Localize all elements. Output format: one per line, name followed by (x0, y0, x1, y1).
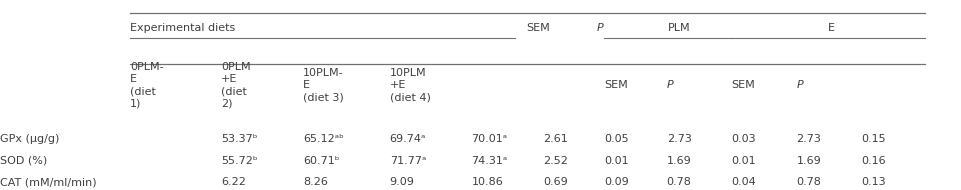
Text: 2.52: 2.52 (543, 156, 568, 165)
Text: 55.72ᵇ: 55.72ᵇ (221, 156, 258, 165)
Text: Experimental diets: Experimental diets (130, 23, 234, 32)
Text: 10.86: 10.86 (471, 177, 503, 187)
Text: 60.71ᵇ: 60.71ᵇ (303, 156, 339, 165)
Text: 2.73: 2.73 (796, 134, 821, 144)
Text: SEM: SEM (526, 23, 550, 32)
Text: SEM: SEM (730, 81, 754, 90)
Text: 74.31ᵃ: 74.31ᵃ (471, 156, 507, 165)
Text: 0.01: 0.01 (604, 156, 628, 165)
Text: 0.13: 0.13 (860, 177, 885, 187)
Text: 9.09: 9.09 (389, 177, 414, 187)
Text: P: P (666, 81, 673, 90)
Text: P: P (596, 23, 603, 32)
Text: 0.09: 0.09 (604, 177, 628, 187)
Text: 0.78: 0.78 (666, 177, 691, 187)
Text: E: E (827, 23, 834, 32)
Text: 6.22: 6.22 (221, 177, 246, 187)
Text: 0PLM-
E
(diet
1): 0PLM- E (diet 1) (130, 63, 163, 108)
Text: 10PLM
+E
(diet 4): 10PLM +E (diet 4) (389, 69, 430, 102)
Text: 0.69: 0.69 (543, 177, 568, 187)
Text: 10PLM-
E
(diet 3): 10PLM- E (diet 3) (303, 69, 343, 102)
Text: 0.16: 0.16 (860, 156, 885, 165)
Text: SOD (%): SOD (%) (0, 156, 47, 165)
Text: SEM: SEM (604, 81, 628, 90)
Text: 8.26: 8.26 (303, 177, 328, 187)
Text: 65.12ᵃᵇ: 65.12ᵃᵇ (303, 134, 343, 144)
Text: 53.37ᵇ: 53.37ᵇ (221, 134, 258, 144)
Text: 1.69: 1.69 (666, 156, 691, 165)
Text: PLM: PLM (667, 23, 690, 32)
Text: 0.04: 0.04 (730, 177, 755, 187)
Text: 2.73: 2.73 (666, 134, 691, 144)
Text: 70.01ᵃ: 70.01ᵃ (471, 134, 507, 144)
Text: 71.77ᵃ: 71.77ᵃ (389, 156, 426, 165)
Text: 0.15: 0.15 (860, 134, 885, 144)
Text: P: P (796, 81, 802, 90)
Text: GPx (μg/g): GPx (μg/g) (0, 134, 60, 144)
Text: 0.03: 0.03 (730, 134, 755, 144)
Text: 0.05: 0.05 (604, 134, 628, 144)
Text: 1.69: 1.69 (796, 156, 821, 165)
Text: 0.01: 0.01 (730, 156, 755, 165)
Text: 2.61: 2.61 (543, 134, 568, 144)
Text: 0PLM
+E
(diet
2): 0PLM +E (diet 2) (221, 63, 251, 108)
Text: 69.74ᵃ: 69.74ᵃ (389, 134, 426, 144)
Text: 0.78: 0.78 (796, 177, 821, 187)
Text: CAT (mM/ml/min): CAT (mM/ml/min) (0, 177, 96, 187)
